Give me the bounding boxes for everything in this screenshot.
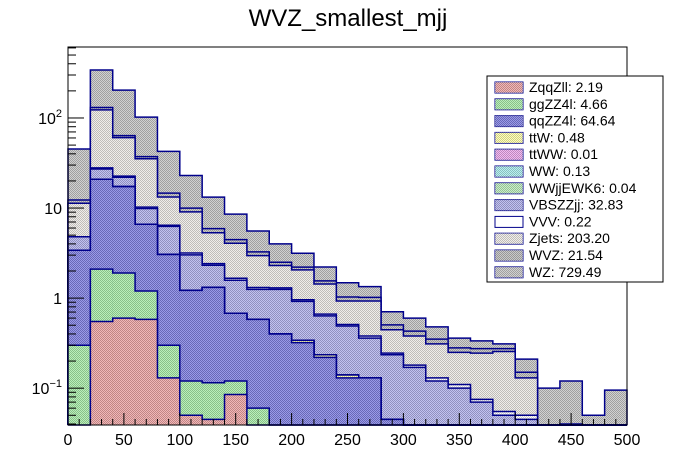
- outline-zjets: [67, 109, 627, 426]
- x-tick-label: 50: [115, 432, 133, 449]
- legend-box: [486, 75, 664, 283]
- x-tick-label: 300: [390, 432, 417, 449]
- legend-label: VVV: 0.22: [529, 213, 592, 229]
- legend-label: WW: 0.13: [529, 163, 590, 179]
- chart-title: WVZ_smallest_mjj: [249, 5, 448, 32]
- y-tick-label: 1: [53, 291, 62, 308]
- legend-label: ggZZ4l: 4.66: [529, 96, 608, 112]
- legend-label: ttW: 0.48: [529, 129, 585, 145]
- legend-label: ttWW: 0.01: [529, 146, 598, 162]
- x-tick-label: 100: [166, 432, 193, 449]
- legend-label: VBSZZjj: 32.83: [529, 197, 623, 213]
- legend-label: ZqqZll: 2.19: [529, 79, 603, 95]
- x-tick-label: 0: [64, 432, 73, 449]
- x-tick-label: 450: [558, 432, 585, 449]
- legend-label: Zjets: 203.20: [529, 230, 610, 246]
- y-tick-label: 10: [44, 201, 62, 218]
- stacked-bars: [67, 69, 628, 426]
- x-tick-label: 250: [334, 432, 361, 449]
- x-tick-label: 350: [446, 432, 473, 449]
- x-tick-label: 500: [614, 432, 641, 449]
- legend-label: qqZZ4l: 64.64: [529, 113, 616, 129]
- y-tick-label: 10−1: [32, 378, 62, 398]
- legend-label: WVZ: 21.54: [529, 247, 603, 263]
- x-tick-label: 200: [278, 432, 305, 449]
- outline-vbszzjj: [67, 168, 627, 426]
- x-tick-label: 400: [502, 432, 529, 449]
- legend-label: WWjjEWK6: 0.04: [529, 180, 637, 196]
- legend-label: WZ: 729.49: [529, 264, 602, 280]
- x-tick-label: 150: [222, 432, 249, 449]
- legend-swatch: [494, 215, 524, 228]
- y-tick-label: 102: [38, 108, 62, 128]
- outline-vvv: [67, 167, 627, 426]
